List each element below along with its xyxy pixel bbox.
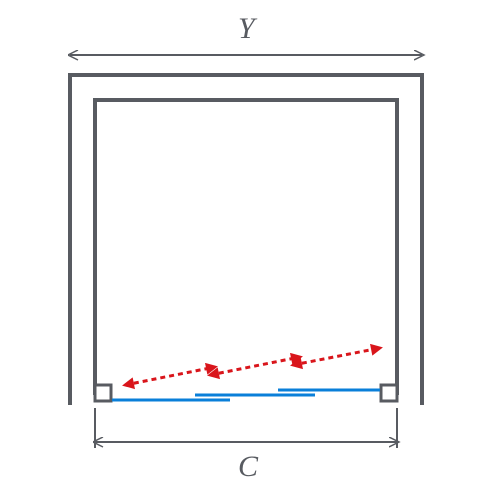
motion-arrow-3 [293, 348, 380, 365]
end-block-left [95, 385, 111, 401]
motion-arrow-2 [210, 357, 300, 375]
outer-frame [70, 75, 422, 405]
label-top: Y [238, 12, 255, 46]
diagram-container: { "labels": { "top": "Y", "bottom": "C" … [0, 0, 500, 500]
end-block-right [381, 385, 397, 401]
motion-arrow-1 [125, 367, 215, 385]
inner-frame [95, 100, 397, 395]
label-bottom: C [238, 450, 258, 484]
diagram-svg [0, 0, 500, 500]
